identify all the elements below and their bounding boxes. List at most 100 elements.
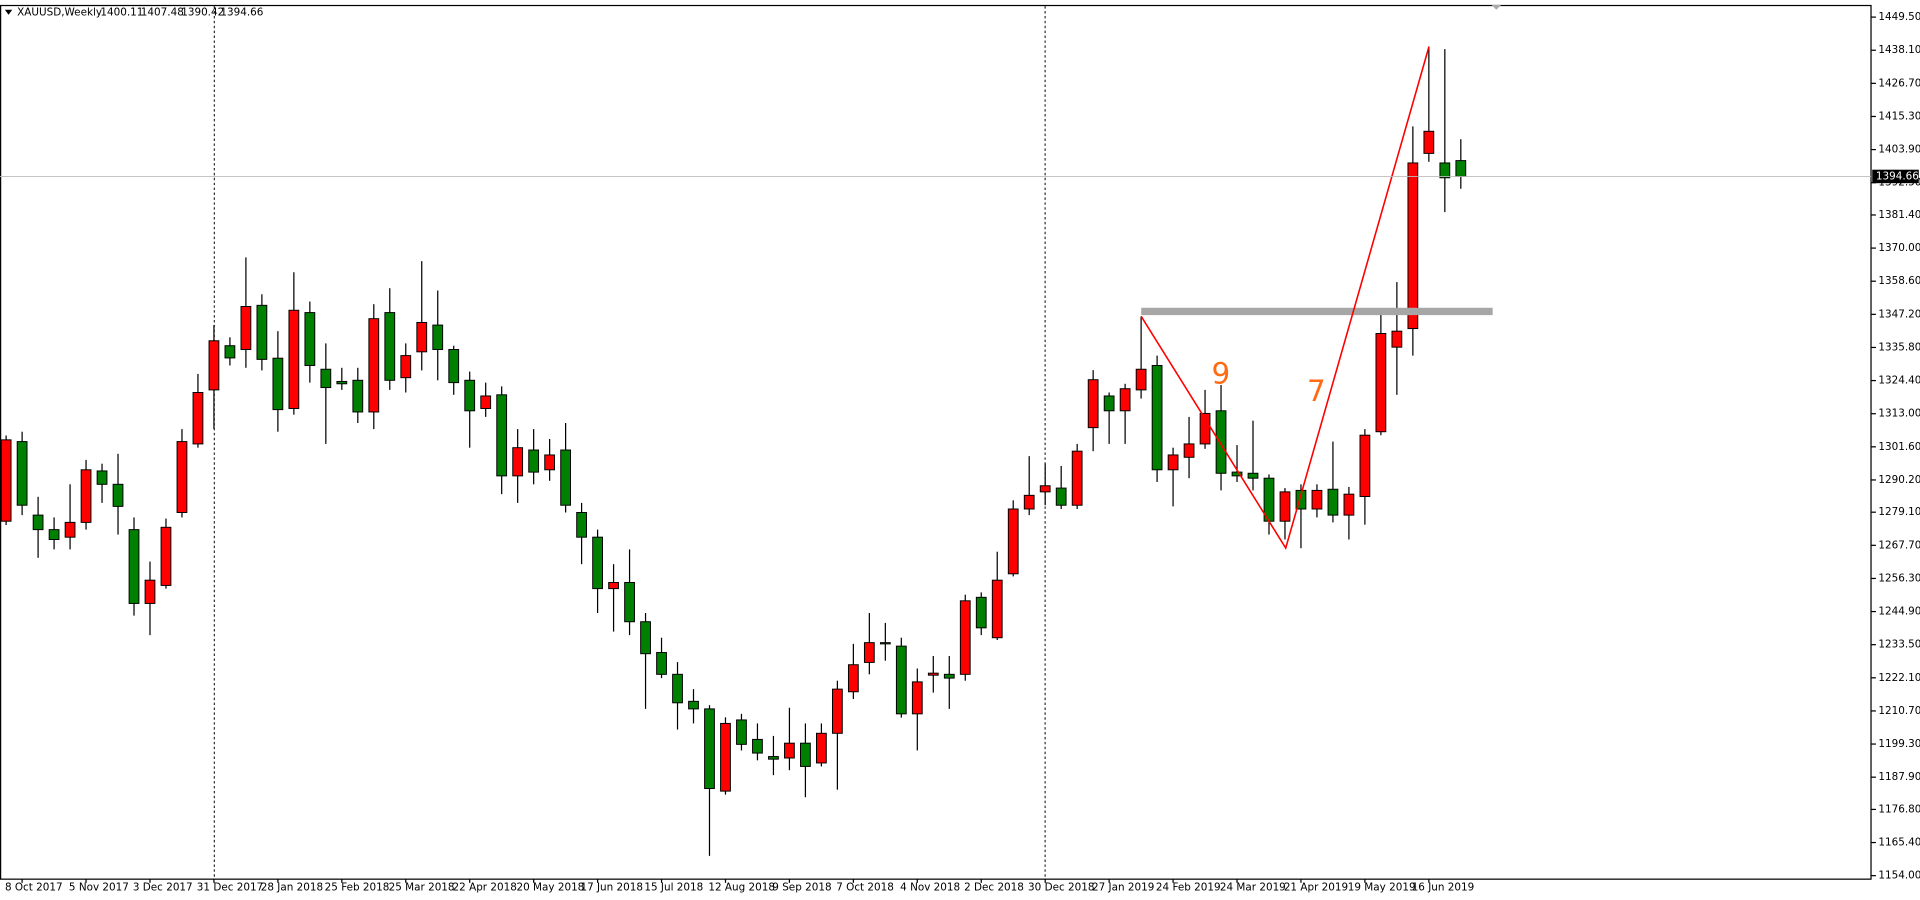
candle-body bbox=[927, 672, 939, 676]
resistance-level bbox=[1141, 307, 1493, 316]
y-tick-label: 1335.80 bbox=[1878, 341, 1920, 353]
candle-body bbox=[272, 357, 284, 411]
last-price-label: 1394.66 bbox=[1876, 170, 1919, 182]
candle-body bbox=[336, 380, 348, 385]
candle-body bbox=[1423, 130, 1435, 154]
x-tick-label: 12 Aug 2018 bbox=[708, 882, 775, 894]
candle-body bbox=[512, 447, 524, 477]
candle-body bbox=[1391, 330, 1403, 348]
x-tick-label: 25 Mar 2018 bbox=[389, 882, 455, 894]
candle-body bbox=[32, 514, 44, 531]
x-tick-label: 22 Apr 2018 bbox=[453, 882, 517, 894]
candle-body bbox=[1215, 410, 1227, 474]
candle-body bbox=[112, 483, 124, 507]
candle-body bbox=[1231, 471, 1243, 477]
candle-body bbox=[256, 304, 268, 360]
x-tick-label: 7 Oct 2018 bbox=[836, 882, 894, 894]
candle-body bbox=[624, 582, 635, 623]
y-tick-label: 1370.00 bbox=[1878, 242, 1920, 254]
y-tick-label: 1222.10 bbox=[1878, 672, 1920, 684]
candle-body bbox=[831, 688, 843, 734]
candle-body bbox=[208, 340, 220, 391]
x-tick-label: 9 Sep 2018 bbox=[772, 882, 831, 894]
x-tick-label: 3 Dec 2017 bbox=[133, 882, 193, 894]
candle-body bbox=[704, 708, 715, 789]
y-tick-label: 1210.70 bbox=[1878, 705, 1920, 717]
annotation: 7 bbox=[1307, 374, 1326, 408]
annotation: 9 bbox=[1211, 357, 1230, 391]
y-tick-label: 1358.60 bbox=[1878, 275, 1920, 287]
x-tick-label: 20 May 2018 bbox=[517, 882, 585, 894]
header-close: 1394.66 bbox=[220, 6, 263, 18]
y-tick-label: 1279.10 bbox=[1878, 506, 1920, 518]
candle-body bbox=[352, 379, 364, 413]
x-tick-label: 15 Jul 2018 bbox=[644, 882, 703, 894]
candle-body bbox=[592, 536, 603, 590]
x-tick-label: 16 Jun 2019 bbox=[1412, 882, 1475, 894]
y-tick-label: 1244.90 bbox=[1878, 606, 1920, 618]
candle-body bbox=[1327, 488, 1339, 516]
header-high: 1407.48 bbox=[141, 6, 184, 18]
candle-body bbox=[1055, 487, 1067, 506]
candle-body bbox=[1103, 395, 1115, 412]
candle-body bbox=[879, 642, 891, 645]
y-tick-label: 1347.20 bbox=[1878, 308, 1920, 320]
candle-body bbox=[16, 441, 28, 506]
x-tick-label: 5 Nov 2017 bbox=[69, 882, 129, 894]
candle-body bbox=[192, 392, 204, 445]
candle-body bbox=[1199, 412, 1211, 445]
candle-body bbox=[752, 738, 763, 754]
candle-body bbox=[528, 449, 540, 473]
candle-body bbox=[320, 368, 332, 389]
x-tick-label: 21 Apr 2019 bbox=[1284, 882, 1348, 894]
candle-body bbox=[1039, 485, 1051, 493]
y-tick-label: 1403.90 bbox=[1878, 144, 1920, 156]
candle-body bbox=[895, 645, 907, 715]
candle-body bbox=[416, 321, 428, 353]
y-tick-label: 1267.70 bbox=[1878, 539, 1920, 551]
y-tick-label: 1301.60 bbox=[1878, 441, 1920, 453]
candle-body bbox=[847, 664, 859, 693]
candle-body bbox=[768, 756, 779, 760]
candle-body bbox=[576, 511, 587, 538]
y-tick-label: 1187.90 bbox=[1878, 771, 1920, 783]
candle-body bbox=[384, 312, 396, 381]
header-open: 1400.11 bbox=[100, 6, 143, 18]
x-tick-label: 24 Feb 2019 bbox=[1156, 882, 1221, 894]
candle-body bbox=[943, 673, 955, 679]
candle-body bbox=[48, 529, 60, 540]
candle-body bbox=[1455, 160, 1467, 177]
x-tick-label: 2 Dec 2018 bbox=[964, 882, 1024, 894]
y-tick-label: 1176.80 bbox=[1878, 803, 1920, 815]
candle-body bbox=[240, 306, 252, 350]
candle-body bbox=[1247, 472, 1259, 479]
candle-body bbox=[1151, 364, 1163, 471]
candle-body bbox=[1023, 494, 1035, 510]
x-tick-label: 19 May 2019 bbox=[1348, 882, 1416, 894]
x-tick-label: 30 Dec 2018 bbox=[1028, 882, 1094, 894]
x-tick-label: 17 Jun 2018 bbox=[580, 882, 643, 894]
y-tick-label: 1256.30 bbox=[1878, 572, 1920, 584]
candle-body bbox=[1375, 333, 1387, 433]
candle-body bbox=[432, 324, 444, 350]
candle-body bbox=[1439, 162, 1451, 179]
candle-body bbox=[1183, 443, 1195, 458]
candle-body bbox=[464, 379, 476, 412]
candle-body bbox=[640, 621, 651, 655]
candle-body bbox=[544, 454, 556, 471]
header-low: 1390.42 bbox=[181, 6, 224, 18]
last-price-box bbox=[1872, 169, 1919, 184]
candle-body bbox=[975, 596, 987, 629]
candle-body bbox=[991, 579, 1003, 639]
candle-body bbox=[560, 449, 572, 506]
candle-body bbox=[304, 312, 316, 366]
candle-body bbox=[128, 529, 140, 604]
y-tick-label: 1438.10 bbox=[1878, 44, 1920, 56]
y-tick-label: 1415.30 bbox=[1878, 110, 1920, 122]
candle-body bbox=[0, 439, 12, 522]
candle-body bbox=[1071, 450, 1083, 506]
candles bbox=[0, 46, 1467, 856]
candle-body bbox=[608, 582, 619, 590]
candle-body bbox=[672, 673, 683, 704]
